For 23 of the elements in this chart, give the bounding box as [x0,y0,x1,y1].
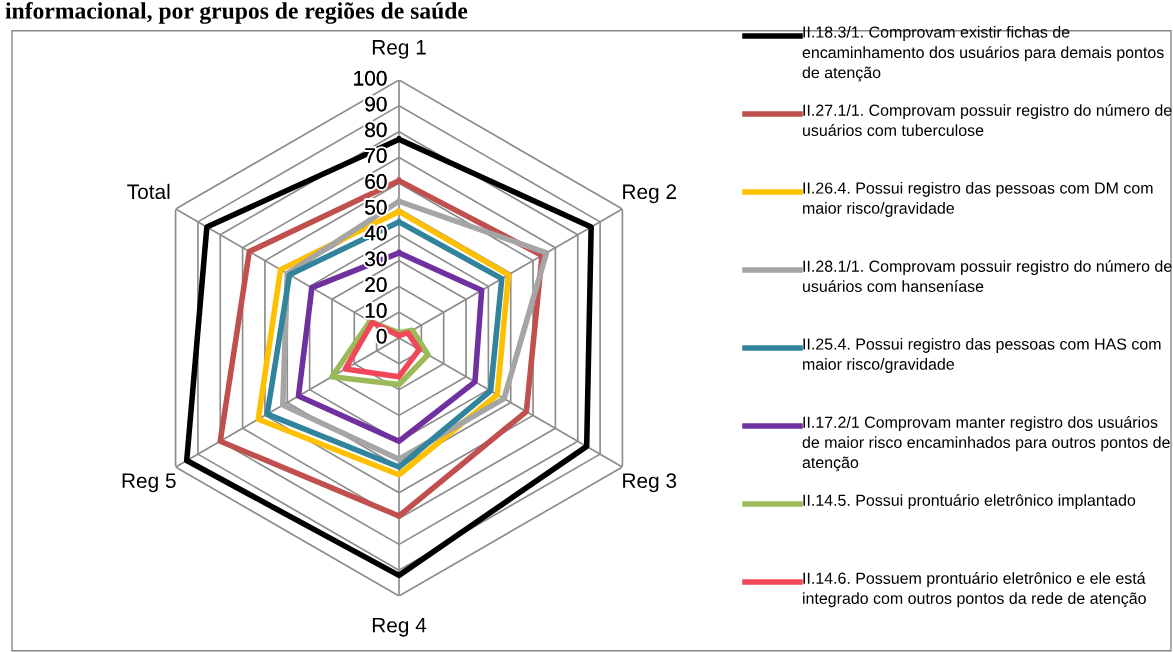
legend-label: II.27.1/1. Comprovam possuir registro do número de usuários com tuberculose [803,104,1172,137]
legend-label: II.25.4. Possui registro das pessoas com HAS com maior risco/gravidade [803,338,1161,373]
y-tick-label: 60 [365,174,387,189]
y-tick-label: 20 [365,277,387,292]
y-tick-label: 90 [365,96,387,112]
legend-label: II.14.6. Possuem prontuário eletrônico e ele está integrado com outros pontos da rede de atenção [803,572,1146,608]
chart-title: informacional, por grupos de regiões de saúde [5,2,468,24]
spoke-label: Reg 3 [623,473,677,493]
y-tick-label: 0 [376,328,387,344]
spoke-label: Reg 4 [372,618,427,637]
spoke-label: Reg 5 [122,473,176,493]
legend-label: II.17.2/1 Comprovam manter registro dos usuários de maior risco encaminhados para outros pontos de atenção [802,416,1170,472]
y-tick-label: 80 [365,122,387,138]
legend-label: II.18.3/1. Comprovam existir fichas de encaminhamento dos usuários para demais pontos de atenção [802,26,1164,82]
y-tick-label: 100 [354,70,387,86]
y-tick-label: 50 [365,199,387,215]
y-tick-label: 10 [365,303,387,318]
spoke-label: Reg 1 [372,40,426,59]
legend-label: II.14.5. Possui prontuário eletrônico implantado [803,494,1136,510]
spoke-label: Total [127,183,170,200]
spoke-label: Reg 2 [623,184,676,204]
legend-label: II.28.1/1. Comprovam possuir registro do número de usuários com hanseníase [803,260,1172,293]
legend-label: II.26.4. Possui registro das pessoas com DM com maior risco/gravidade [803,182,1153,217]
